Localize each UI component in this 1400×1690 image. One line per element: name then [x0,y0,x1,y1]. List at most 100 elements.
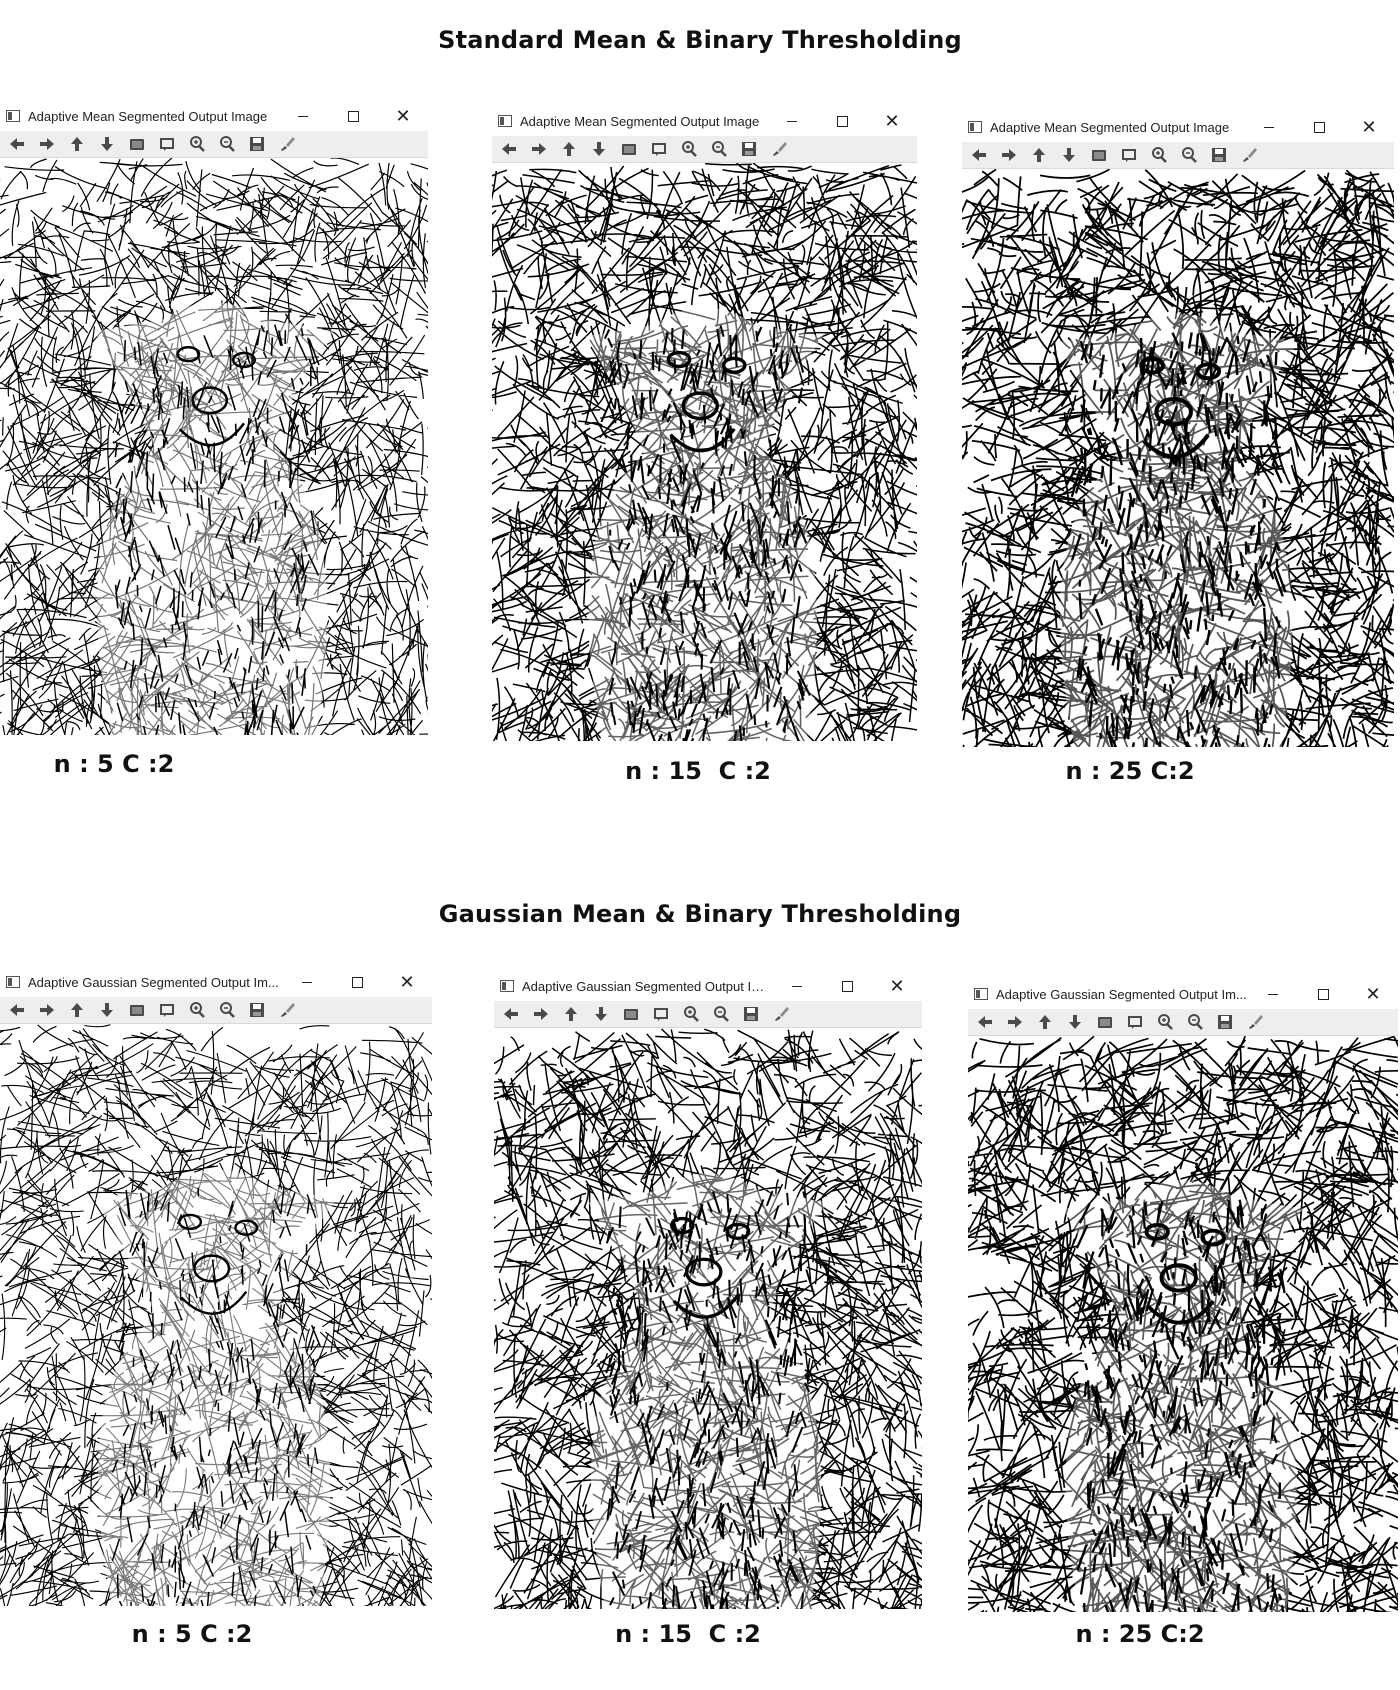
save-icon[interactable] [244,133,270,155]
close-button[interactable]: ✕ [395,106,411,126]
window-standard-n15[interactable]: Adaptive Mean Segmented Output Image ✕ [492,106,917,741]
select-region-icon[interactable] [154,133,180,155]
toolbar [494,1001,922,1028]
arrow-up-icon[interactable] [558,1003,584,1025]
minimize-button[interactable] [1244,112,1294,142]
window-titlebar[interactable]: Adaptive Mean Segmented Output Image ✕ [962,112,1394,142]
zoom-out-icon[interactable] [214,133,240,155]
minimize-button[interactable] [767,106,817,136]
save-icon[interactable] [1206,144,1232,166]
close-button[interactable]: ✕ [884,111,900,131]
arrow-left-icon[interactable] [966,144,992,166]
image-icon[interactable] [124,133,150,155]
brush-icon[interactable] [1236,144,1262,166]
window-title: Adaptive Mean Segmented Output Image [28,108,268,124]
brush-icon[interactable] [274,999,300,1021]
arrow-up-icon[interactable] [1026,144,1052,166]
window-gaussian-n15[interactable]: Adaptive Gaussian Segmented Output Im...… [494,971,922,1609]
app-icon [968,121,982,133]
maximize-button[interactable] [1294,112,1344,142]
arrow-down-icon[interactable] [1056,144,1082,166]
select-region-icon[interactable] [154,999,180,1021]
arrow-up-icon[interactable] [64,999,90,1021]
window-gaussian-n25[interactable]: Adaptive Gaussian Segmented Output Im...… [968,979,1398,1612]
close-button[interactable]: ✕ [399,972,415,992]
maximize-button[interactable] [822,971,872,1001]
arrow-left-icon[interactable] [972,1011,998,1033]
select-region-icon[interactable] [1116,144,1142,166]
window-titlebar[interactable]: Adaptive Gaussian Segmented Output Im...… [494,971,922,1001]
zoom-in-icon[interactable] [676,138,702,160]
caption-standard-n5: n : 5 C :2 [53,750,175,778]
zoom-in-icon[interactable] [1152,1011,1178,1033]
arrow-right-icon[interactable] [526,138,552,160]
arrow-down-icon[interactable] [94,999,120,1021]
minimize-button[interactable] [1248,979,1298,1009]
window-standard-n25[interactable]: Adaptive Mean Segmented Output Image ✕ [962,112,1394,747]
maximize-button[interactable] [1298,979,1348,1009]
arrow-down-icon[interactable] [588,1003,614,1025]
window-titlebar[interactable]: Adaptive Gaussian Segmented Output Im...… [968,979,1398,1009]
image-icon[interactable] [124,999,150,1021]
maximize-button[interactable] [817,106,867,136]
toolbar [962,142,1394,169]
arrow-up-icon[interactable] [556,138,582,160]
arrow-down-icon[interactable] [586,138,612,160]
arrow-left-icon[interactable] [4,999,30,1021]
save-icon[interactable] [736,138,762,160]
window-titlebar[interactable]: Adaptive Mean Segmented Output Image ✕ [492,106,917,136]
arrow-up-icon[interactable] [64,133,90,155]
arrow-left-icon[interactable] [4,133,30,155]
zoom-out-icon[interactable] [708,1003,734,1025]
minimize-button[interactable] [282,967,332,997]
arrow-down-icon[interactable] [1062,1011,1088,1033]
save-icon[interactable] [244,999,270,1021]
brush-icon[interactable] [766,138,792,160]
zoom-out-icon[interactable] [1182,1011,1208,1033]
window-title: Adaptive Gaussian Segmented Output Im... [522,978,772,994]
threshold-texture [962,169,1394,747]
window-titlebar[interactable]: Adaptive Mean Segmented Output Image ✕ [0,101,428,131]
minimize-button[interactable] [772,971,822,1001]
arrow-left-icon[interactable] [496,138,522,160]
image-icon[interactable] [618,1003,644,1025]
zoom-out-icon[interactable] [706,138,732,160]
zoom-in-icon[interactable] [1146,144,1172,166]
window-standard-n5[interactable]: Adaptive Mean Segmented Output Image ✕ [0,101,428,735]
maximize-button[interactable] [328,101,378,131]
zoom-in-icon[interactable] [184,999,210,1021]
threshold-texture [492,163,917,741]
zoom-out-icon[interactable] [214,999,240,1021]
arrow-right-icon[interactable] [996,144,1022,166]
zoom-out-icon[interactable] [1176,144,1202,166]
image-icon[interactable] [616,138,642,160]
save-icon[interactable] [1212,1011,1238,1033]
arrow-left-icon[interactable] [498,1003,524,1025]
segmented-output-image [494,1028,922,1609]
select-region-icon[interactable] [1122,1011,1148,1033]
arrow-right-icon[interactable] [34,133,60,155]
arrow-down-icon[interactable] [94,133,120,155]
select-region-icon[interactable] [646,138,672,160]
close-button[interactable]: ✕ [1361,117,1377,137]
arrow-right-icon[interactable] [528,1003,554,1025]
arrow-right-icon[interactable] [34,999,60,1021]
arrow-right-icon[interactable] [1002,1011,1028,1033]
arrow-up-icon[interactable] [1032,1011,1058,1033]
zoom-in-icon[interactable] [184,133,210,155]
maximize-button[interactable] [332,967,382,997]
app-icon [974,988,988,1000]
minimize-button[interactable] [278,101,328,131]
window-gaussian-n5[interactable]: Adaptive Gaussian Segmented Output Im...… [0,967,432,1606]
brush-icon[interactable] [768,1003,794,1025]
image-icon[interactable] [1092,1011,1118,1033]
brush-icon[interactable] [274,133,300,155]
save-icon[interactable] [738,1003,764,1025]
select-region-icon[interactable] [648,1003,674,1025]
zoom-in-icon[interactable] [678,1003,704,1025]
brush-icon[interactable] [1242,1011,1268,1033]
close-button[interactable]: ✕ [889,976,905,996]
image-icon[interactable] [1086,144,1112,166]
close-button[interactable]: ✕ [1365,984,1381,1004]
window-titlebar[interactable]: Adaptive Gaussian Segmented Output Im...… [0,967,432,997]
